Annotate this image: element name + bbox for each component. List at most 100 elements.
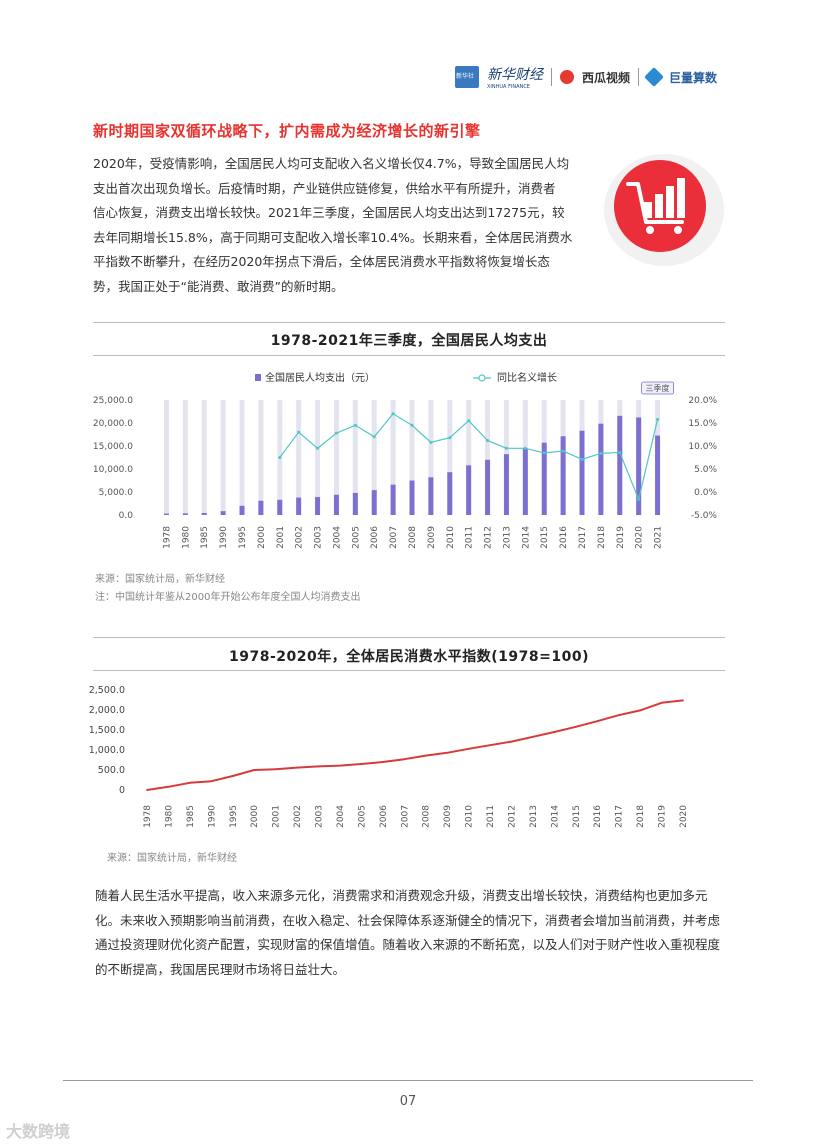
xinhua-finance-name: 新华财经 bbox=[487, 67, 543, 83]
chart2-x-tick-label: 2009 bbox=[443, 805, 453, 828]
chart1-bar bbox=[617, 415, 623, 515]
chart2-index-point bbox=[317, 765, 320, 768]
chart2-y-tick-label: 2,500.0 bbox=[89, 685, 125, 696]
closing-line: 随着人民生活水平提高，收入来源多元化，消费需求和消费观念升级，消费支出增长较快，… bbox=[95, 888, 708, 903]
chart1-bar bbox=[541, 442, 547, 515]
chart2-x-tick-label: 2006 bbox=[379, 805, 389, 828]
chart1-right-tick-label: 20.0% bbox=[688, 396, 717, 406]
chart1-background-bar bbox=[447, 400, 453, 515]
closing-paragraph: 随着人民生活水平提高，收入来源多元化，消费需求和消费观念升级，消费支出增长较快，… bbox=[95, 884, 725, 982]
chart1-x-tick-label: 1990 bbox=[219, 526, 229, 549]
chart1-growth-point bbox=[467, 419, 471, 423]
chart1-x-tick-label: 2003 bbox=[314, 526, 324, 549]
chart1-x-tick-label: 1978 bbox=[162, 526, 172, 549]
chart1-background-bar bbox=[163, 400, 169, 515]
chart1-bar bbox=[182, 513, 188, 515]
chart2-x-tick-label: 2011 bbox=[486, 805, 496, 828]
chart2-x-tick-label: 2004 bbox=[336, 805, 346, 828]
chart1-bar bbox=[315, 497, 321, 515]
chart1-growth-point bbox=[486, 438, 490, 442]
chart2-x-tick-label: 2019 bbox=[658, 805, 668, 828]
chart2-x-tick-label: 2016 bbox=[593, 805, 603, 828]
chart1-background-bar bbox=[485, 400, 491, 515]
chart2-index-point bbox=[231, 775, 234, 777]
chart2-index-point bbox=[639, 709, 642, 712]
chart1-background-bar bbox=[409, 400, 415, 515]
chart2-x-tick-label: 2001 bbox=[272, 805, 282, 828]
chart1-growth-point bbox=[334, 431, 338, 435]
chart2-y-tick-label: 1,000.0 bbox=[89, 745, 125, 756]
chart2-index-point bbox=[381, 761, 384, 763]
chart2-x-tick-label: 2013 bbox=[529, 805, 539, 828]
chart1-x-tick-label: 2010 bbox=[446, 526, 456, 549]
watermark: 大数跨境 bbox=[6, 1122, 71, 1141]
chart1-x-tick-label: 2001 bbox=[276, 526, 286, 549]
chart1-note: 注：中国统计年鉴从2000年开始公布年度全国人均消费支出 bbox=[95, 592, 361, 603]
chart1-bar bbox=[598, 423, 604, 515]
chart1-left-tick-label: 25,000.0 bbox=[93, 396, 133, 406]
closing-line: 通过投资理财优化资产配置，实现财富的保值增值。随着收入来源的不断拓宽，以及人们对… bbox=[95, 937, 721, 952]
chart2-y-tick-label: 1,500.0 bbox=[89, 725, 125, 736]
chart2-index-point bbox=[360, 763, 363, 765]
chart1-x-tick-label: 2009 bbox=[427, 526, 437, 549]
chart1-title: 1978-2021年三季度，全国居民人均支出 bbox=[270, 333, 548, 349]
chart2-index-point bbox=[467, 747, 470, 750]
chart1-x-tick-label: 2015 bbox=[540, 526, 550, 549]
chart1-x-tick-label: 2004 bbox=[332, 526, 342, 549]
legend-line-label: 同比名义增长 bbox=[497, 371, 557, 384]
chart2-index-point bbox=[210, 780, 213, 783]
chart2-source: 来源：国家统计局，新华财经 bbox=[107, 853, 237, 864]
chart1-background-bar bbox=[466, 400, 472, 515]
chart1-callout-text: 三季度 bbox=[646, 383, 670, 393]
chart2-x-tick-label: 1995 bbox=[229, 805, 239, 828]
chart1-growth-point bbox=[372, 435, 376, 439]
chart1-x-tick-label: 2013 bbox=[502, 526, 512, 549]
intro-line: 去年同期增长15.8%，高于同期可支配收入增长率10.4%。长期来看，全体居民消… bbox=[93, 229, 573, 245]
chart2-index-point bbox=[446, 751, 449, 754]
chart2-index-point bbox=[574, 725, 577, 728]
chart1-background-bar bbox=[258, 400, 264, 515]
chart1-background-bar bbox=[315, 400, 321, 515]
chart2-index-point bbox=[660, 701, 663, 704]
chart1-x-tick-label: 2017 bbox=[578, 526, 588, 549]
chart1-bar bbox=[428, 477, 434, 515]
chart1-x-tick-label: 2019 bbox=[616, 526, 626, 549]
chart1-x-tick-label: 1985 bbox=[200, 526, 210, 549]
chart1-background-bar bbox=[352, 400, 358, 515]
xinhua-finance-logo: 新华财经 XINHUA FINANCE bbox=[487, 64, 543, 90]
chart1-x-tick-label: 2018 bbox=[597, 526, 607, 549]
intro-line: 2020年，受疫情影响，全国居民人均可支配收入名义增长仅4.7%，导致全国居民人… bbox=[93, 156, 570, 171]
xigua-video-label: 西瓜视频 bbox=[582, 70, 631, 85]
page-number: 07 bbox=[399, 1094, 417, 1109]
chart1-x-tick-label: 2007 bbox=[389, 526, 399, 549]
chart2-x-tick-label: 1990 bbox=[207, 805, 217, 828]
chart1-bar bbox=[636, 417, 642, 515]
chart1-growth-point bbox=[504, 446, 508, 450]
chart1-growth-point bbox=[429, 440, 433, 444]
chart1-bar bbox=[258, 500, 264, 515]
chart2-x-tick-label: 1978 bbox=[143, 805, 153, 828]
chart2-index-point bbox=[146, 789, 148, 791]
chart1-right-tick-label: 5.0% bbox=[694, 465, 717, 475]
chart2-index-point bbox=[532, 735, 534, 738]
chart1-growth-point bbox=[391, 412, 395, 416]
chart2-x-tick-label: 2010 bbox=[465, 805, 475, 828]
chart2-index-point bbox=[553, 731, 556, 733]
intro-line: 势，我国正处于“能消费、敢消费”的新时期。 bbox=[93, 278, 344, 294]
chart2-index-point bbox=[617, 714, 620, 717]
chart2-x-tick-label: 2000 bbox=[250, 805, 260, 828]
chart1-top-divider bbox=[93, 322, 725, 323]
chart1-bar bbox=[579, 430, 585, 515]
chart1-bar bbox=[655, 435, 661, 515]
chart1-background-bar bbox=[390, 400, 396, 515]
chart1-right-tick-label: 10.0% bbox=[688, 442, 717, 452]
chart1-growth-point bbox=[297, 430, 301, 434]
chart1-x-tick-label: 2002 bbox=[295, 526, 305, 549]
chart1-left-tick-label: 10,000.0 bbox=[93, 465, 133, 475]
chart2-index-point bbox=[510, 740, 513, 743]
chart2-x-tick-label: 1980 bbox=[164, 805, 174, 828]
chart2-y-tick-label: 0 bbox=[119, 785, 125, 796]
chart1-growth-point bbox=[599, 451, 603, 455]
section-title: 新时期国家双循环战略下，扩内需成为经济增长的新引擎 bbox=[93, 122, 481, 140]
chart1-bar bbox=[409, 480, 415, 515]
